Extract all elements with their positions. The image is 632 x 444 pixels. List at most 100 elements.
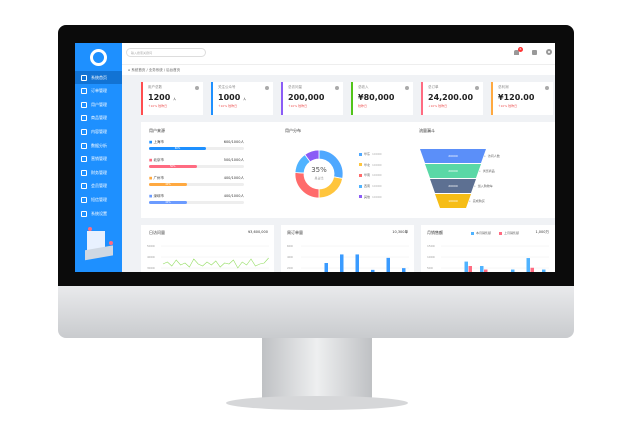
funnel-stage: 20000 bbox=[420, 149, 486, 163]
sidebar-item[interactable]: 营销管理 bbox=[75, 153, 122, 166]
crumb-current: 后台首页 bbox=[166, 68, 181, 72]
dashboard-screen: 系统首页 订单管理 用户管理 商品管理 内容管理 数据分析 营销管理 财务管理 会员管理 短信管理… bbox=[75, 43, 555, 272]
region-label: 上海市 bbox=[153, 140, 164, 144]
gear-icon[interactable] bbox=[546, 49, 552, 55]
breadcrumb: ⌂ 系统首页 / 业务系统 / 后台首页 bbox=[122, 64, 555, 75]
menu-icon bbox=[81, 128, 87, 135]
legend-this-month: 本月销售额 bbox=[471, 231, 491, 235]
sidebar-item[interactable]: 内容管理 bbox=[75, 125, 122, 138]
y-tick-label: 500 bbox=[427, 266, 433, 270]
stat-change: ↑10% 较昨日 bbox=[498, 104, 518, 108]
help-icon[interactable] bbox=[475, 86, 479, 90]
sidebar-item-label: 财务管理 bbox=[91, 169, 107, 175]
sidebar-item[interactable]: 订单管理 bbox=[75, 85, 122, 98]
menu-icon bbox=[81, 169, 87, 176]
lock-icon[interactable] bbox=[532, 50, 537, 55]
sidebar-item[interactable]: 用户管理 bbox=[75, 98, 122, 111]
menu-icon bbox=[81, 196, 87, 203]
sidebar-item[interactable]: 财务管理 bbox=[75, 166, 122, 179]
y-tick-label: 400 bbox=[287, 255, 293, 259]
sidebar-item-label: 营销管理 bbox=[91, 156, 107, 162]
y-tick-label: 1000 bbox=[427, 255, 435, 259]
panel-title: 用户来源 bbox=[149, 128, 165, 133]
menu-icon bbox=[81, 88, 87, 95]
region-progress: ■ 广州市 400/1000人 40% bbox=[149, 176, 244, 186]
search-input[interactable]: 输入搜索关键词 bbox=[126, 48, 206, 57]
region-progress: ■ 深圳市 400/1000人 40% bbox=[149, 194, 244, 204]
donut-legend-item: 其他 10000 bbox=[359, 195, 382, 199]
daily-visits-panel: 日访问量 ¥3,600,000 5000 4000 3000 bbox=[141, 225, 274, 272]
bar bbox=[324, 263, 328, 272]
funnel-label: • 完成购买 bbox=[469, 199, 485, 203]
sidebar-item[interactable]: 商品管理 bbox=[75, 112, 122, 125]
donut-legend-item: 华东 10000 bbox=[359, 152, 382, 156]
monitor-base bbox=[226, 396, 408, 410]
menu-icon bbox=[81, 101, 87, 108]
bar bbox=[355, 254, 359, 272]
region-value: 400/1000人 bbox=[223, 176, 244, 180]
stat-title: 关注公众号 bbox=[218, 85, 236, 89]
sidebar-item[interactable]: 短信管理 bbox=[75, 193, 122, 206]
menu-icon bbox=[81, 142, 87, 149]
logo-icon bbox=[90, 49, 107, 66]
stat-title: 总利润 bbox=[498, 85, 509, 89]
sidebar-item-label: 商品管理 bbox=[91, 115, 107, 121]
y-tick-label: 5000 bbox=[147, 244, 155, 248]
crumb-system[interactable]: 业务系统 bbox=[148, 68, 163, 72]
sidebar-item-label: 数据分析 bbox=[91, 142, 107, 148]
stat-change: ↑10% 较昨日 bbox=[148, 104, 168, 108]
bar bbox=[468, 266, 472, 272]
monthly-sales-panel: 月销售额 本月销售额 上月销售额 1,000万 1500 1000 500 bbox=[421, 225, 555, 272]
daily-line bbox=[162, 257, 269, 269]
crumb-home[interactable]: 系统首页 bbox=[131, 68, 146, 72]
progress-fill: 40% bbox=[149, 183, 187, 186]
donut-legend-item: 西南 10000 bbox=[359, 184, 382, 188]
funnel-stage: 20000 bbox=[430, 179, 476, 193]
menu-icon bbox=[81, 210, 87, 217]
sidebar: 系统首页 订单管理 用户管理商品管理内容管理数据分析营销管理财务管理会员管理短信管理… bbox=[75, 43, 122, 272]
sidebar-item[interactable]: 数据分析 bbox=[75, 139, 122, 152]
region-progress: ■ 北京市 500/1000人 50% bbox=[149, 158, 244, 168]
bar bbox=[371, 269, 375, 272]
illustration bbox=[85, 227, 113, 261]
stat-title: 总访问量 bbox=[288, 85, 302, 89]
stat-title: 用户总数 bbox=[148, 85, 162, 89]
stat-card: 总订单 24,200.00 ↓10% 较昨日 bbox=[421, 82, 483, 115]
sidebar-item-label: 短信管理 bbox=[91, 196, 107, 202]
stat-card: 总访问量 200,000 ↑10% 较昨日 bbox=[281, 82, 343, 115]
progress-fill: 60% bbox=[149, 147, 206, 150]
help-icon[interactable] bbox=[545, 86, 549, 90]
help-icon[interactable] bbox=[335, 86, 339, 90]
weekly-total: 10,300单 bbox=[392, 230, 408, 234]
region-value: 500/1000人 bbox=[223, 158, 244, 162]
stat-value: ¥120.00 bbox=[498, 93, 535, 102]
stat-card: 关注公众号 1000 人 ↑10% 较昨日 bbox=[211, 82, 273, 115]
donut-legend-item: 华南 10000 bbox=[359, 173, 382, 177]
bar bbox=[402, 268, 406, 272]
y-tick-label: 600 bbox=[287, 244, 293, 248]
bar bbox=[530, 267, 534, 272]
help-icon[interactable] bbox=[405, 86, 409, 90]
bell-icon[interactable] bbox=[514, 50, 519, 55]
funnel-label: • 加入购物车 bbox=[474, 184, 493, 188]
sidebar-item[interactable]: 系统首页 bbox=[75, 71, 122, 84]
help-icon[interactable] bbox=[265, 86, 269, 90]
y-tick-label: 4000 bbox=[147, 255, 155, 259]
region-progress: ■ 上海市 600/1000人 60% bbox=[149, 140, 244, 150]
daily-title: 日访问量 bbox=[149, 230, 165, 235]
region-label: 广州市 bbox=[153, 176, 164, 180]
bar bbox=[480, 266, 484, 272]
sidebar-item[interactable]: 系统设置 bbox=[75, 207, 122, 220]
bar bbox=[464, 261, 468, 272]
donut-chart bbox=[294, 149, 344, 199]
donut-slice bbox=[318, 149, 344, 179]
donut-title: 用户分布 bbox=[285, 128, 301, 133]
menu-icon bbox=[81, 183, 87, 190]
region-value: 600/1000人 bbox=[223, 140, 244, 144]
stat-card: 总利润 ¥120.00 ↑10% 较昨日 bbox=[491, 82, 553, 115]
sidebar-item-label: 会员管理 bbox=[91, 183, 107, 189]
stat-value: 24,200.00 bbox=[428, 93, 474, 102]
help-icon[interactable] bbox=[195, 86, 199, 90]
sidebar-item[interactable]: 会员管理 bbox=[75, 180, 122, 193]
top-header: 输入搜索关键词 6 bbox=[122, 43, 555, 64]
